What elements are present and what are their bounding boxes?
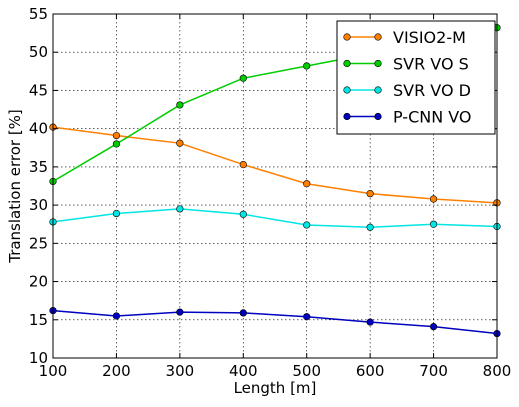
series-line xyxy=(52,208,498,229)
data-point xyxy=(112,312,121,320)
legend-box xyxy=(336,20,496,135)
data-point xyxy=(176,139,184,147)
y-tick-label: 50 xyxy=(29,43,48,61)
legend-entry: VISIO2-M xyxy=(343,28,466,47)
x-tick-label: 800 xyxy=(483,362,512,380)
legend-marker xyxy=(343,33,351,41)
legend-label: P-CNN VO xyxy=(393,108,472,127)
y-tick-label: 15 xyxy=(29,311,48,329)
data-point xyxy=(239,160,247,169)
y-tick-label: 45 xyxy=(29,81,48,99)
y-tick-label: 20 xyxy=(29,273,48,291)
data-point xyxy=(239,74,247,82)
legend-label: SVR VO D xyxy=(393,81,471,100)
data-point xyxy=(239,309,247,317)
data-point xyxy=(112,131,121,140)
y-tick-label: 40 xyxy=(29,120,48,138)
legend-marker xyxy=(343,86,351,94)
x-tick-label: 600 xyxy=(356,362,385,380)
legend-marker xyxy=(343,112,351,121)
data-point xyxy=(303,62,311,70)
data-point xyxy=(366,190,374,198)
x-tick-label: 500 xyxy=(292,362,321,380)
data-point xyxy=(112,140,121,148)
x-tick-label: 300 xyxy=(166,362,195,380)
legend-marker xyxy=(374,33,382,41)
legend-marker xyxy=(374,59,382,68)
y-tick-label: 55 xyxy=(29,5,48,23)
y-tick-label: 25 xyxy=(29,234,48,252)
series-3 xyxy=(49,307,501,338)
y-tick-label: 35 xyxy=(29,158,48,176)
series-0 xyxy=(49,123,501,207)
data-point xyxy=(366,318,374,326)
x-tick-label: 200 xyxy=(102,362,131,380)
series-line xyxy=(52,309,498,335)
x-tick-label: 700 xyxy=(419,362,448,380)
plot-frame xyxy=(52,13,498,359)
tick-labels: 100 200 300 400 500 600 700 800 10 15 20 25 30 35 40 45… xyxy=(29,5,511,380)
data-point xyxy=(303,313,311,321)
x-tick-label: 400 xyxy=(229,362,258,380)
legend-entry: SVR VO S xyxy=(343,55,469,74)
series-layer xyxy=(49,24,501,338)
legend-label: VISIO2-M xyxy=(393,28,466,47)
data-point xyxy=(176,101,184,109)
data-point xyxy=(176,205,184,213)
legend-label: SVR VO S xyxy=(393,55,469,74)
legend-entry: SVR VO D xyxy=(343,81,471,100)
data-point xyxy=(112,209,121,218)
legend-marker xyxy=(343,59,351,68)
data-point xyxy=(429,195,438,203)
data-point xyxy=(176,308,184,316)
data-point xyxy=(303,180,311,188)
y-axis-label: Translation error [%] xyxy=(6,109,24,264)
x-tick-label: 100 xyxy=(39,362,68,380)
legend: VISIO2-M SVR VO S SVR VO D P-CNN VO xyxy=(336,20,496,135)
y-tick-label: 30 xyxy=(29,196,48,214)
series-2 xyxy=(49,205,501,231)
data-point xyxy=(429,323,438,331)
series-line xyxy=(52,126,498,204)
data-point xyxy=(239,210,247,218)
legend-marker xyxy=(374,112,382,121)
data-point xyxy=(366,223,374,231)
x-axis-label: Length [m] xyxy=(234,379,317,397)
data-point xyxy=(303,221,311,229)
legend-entry: P-CNN VO xyxy=(343,108,472,127)
legend-marker xyxy=(374,86,382,94)
y-tick-label: 10 xyxy=(29,349,48,367)
data-point xyxy=(429,220,438,228)
